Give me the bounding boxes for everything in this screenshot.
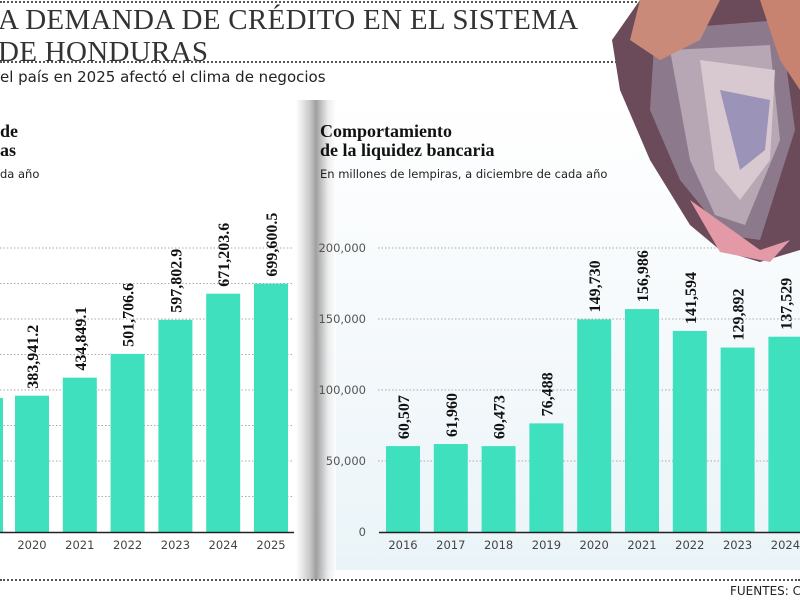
left-chart-title: de as: [0, 122, 18, 160]
left-data-label: 434,849.1: [73, 307, 90, 371]
right-data-label: 141,594: [683, 272, 700, 324]
right-x-tick-label: 2021: [627, 538, 656, 552]
right-data-label: 60,507: [396, 395, 413, 439]
right-data-label: 61,960: [444, 393, 461, 437]
right-chart-title-line-2: de la liquidez bancaria: [320, 140, 495, 160]
left-data-label: 597,802.9: [168, 249, 185, 313]
right-data-label: 149,730: [587, 260, 604, 312]
right-bar-2022: [672, 330, 707, 532]
left-bar-2021: [62, 377, 97, 532]
bottom-divider: [0, 579, 800, 581]
title-line-2: DE HONDURAS: [0, 36, 209, 68]
page-subtitle: el país en 2025 afectó el clima de negoc…: [0, 68, 326, 86]
right-y-tick-label: 0: [359, 525, 366, 539]
right-bar-2023: [720, 347, 755, 532]
left-x-tick-label: 2020: [17, 538, 46, 552]
right-bar-2021: [625, 309, 659, 532]
title-divider: [0, 61, 800, 63]
right-y-tick-label: 150,000: [318, 312, 366, 326]
right-x-tick-label: 2018: [484, 538, 513, 552]
left-chart-title-line-2: as: [0, 140, 17, 160]
left-bar-2024: [206, 293, 241, 532]
right-data-label: 76,488: [539, 372, 556, 416]
right-bar-2018: [481, 446, 516, 532]
title-line-1: A DEMANDA DE CRÉDITO EN EL SISTEMA: [0, 4, 579, 36]
left-x-tick-label: 2023: [161, 538, 190, 552]
right-chart-subtitle: En millones de lempiras, a diciembre de …: [320, 167, 608, 181]
right-x-tick-label: 2017: [436, 538, 465, 552]
right-bar-2017: [433, 444, 468, 532]
left-bar-2022: [110, 353, 145, 532]
top-divider: [0, 1, 800, 3]
left-bar-2020: [15, 395, 49, 532]
left-data-label: 383,941.2: [25, 325, 42, 389]
left-data-label: 501,706.6: [121, 283, 138, 347]
left-chart-subtitle: da año: [0, 167, 40, 181]
page-title: A DEMANDA DE CRÉDITO EN EL SISTEMA DE HO…: [0, 4, 579, 68]
right-data-label: 156,986: [635, 250, 652, 302]
right-y-tick-label: 200,000: [318, 241, 366, 255]
left-chart-title-line-1: de: [0, 121, 18, 141]
right-x-tick-label: 2016: [388, 538, 417, 552]
source-note: FUENTES: CN: [730, 584, 800, 598]
right-chart-title-line-1: Comportamiento: [320, 121, 452, 141]
left-partial-bar: [0, 398, 3, 532]
right-bar-2020: [577, 319, 612, 532]
left-x-tick-label: 2021: [65, 538, 94, 552]
right-x-tick-label: 2019: [532, 538, 561, 552]
right-data-label: 60,473: [492, 395, 509, 439]
right-bar-2019: [529, 423, 564, 532]
left-bar-2023: [158, 319, 193, 532]
right-x-tick-label: 2023: [723, 538, 752, 552]
right-x-tick-label: 2020: [580, 538, 609, 552]
left-x-tick-label: 2024: [209, 538, 238, 552]
right-data-label: 129,892: [731, 289, 748, 341]
right-bar-2016: [386, 446, 420, 532]
money-bundle-illustration: [612, 0, 800, 262]
left-x-tick-label: 2022: [113, 538, 142, 552]
right-y-tick-label: 100,000: [318, 383, 366, 397]
right-x-tick-label: 2022: [675, 538, 704, 552]
right-y-tick-label: 50,000: [326, 454, 366, 468]
left-bar-2025: [254, 283, 288, 532]
right-x-tick-label: 2024: [771, 538, 800, 552]
right-bar-2024: [768, 336, 800, 532]
right-chart-title: Comportamiento de la liquidez bancaria: [320, 122, 495, 160]
right-data-label: 137,529: [778, 278, 795, 330]
left-data-label: 699,600.5: [264, 213, 281, 277]
left-x-tick-label: 2025: [256, 538, 285, 552]
panel-shadow: [296, 100, 336, 580]
left-data-label: 671,203.6: [216, 223, 233, 287]
